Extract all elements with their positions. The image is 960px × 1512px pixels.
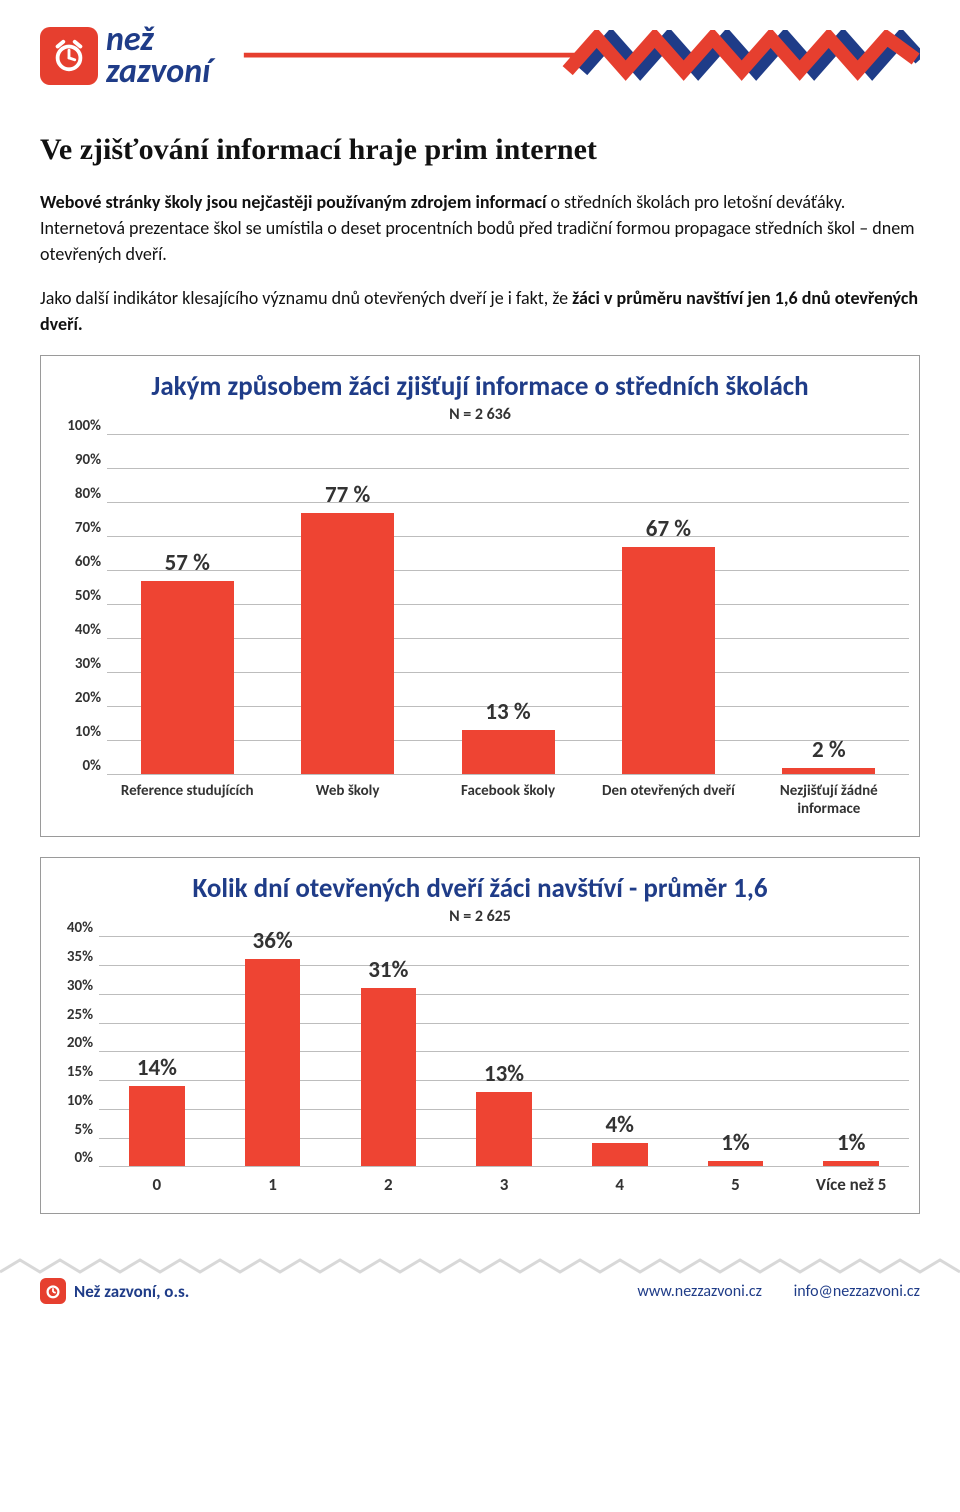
bar-value-label: 77 % — [325, 481, 370, 509]
bar — [592, 1143, 648, 1166]
bar — [361, 988, 417, 1166]
bar-slot: 77 % — [267, 434, 427, 774]
x-axis-label: Facebook školy — [428, 782, 588, 818]
bar-value-label: 4% — [606, 1111, 634, 1139]
footer-brand: Než zazvoní, o.s. — [74, 1281, 189, 1302]
y-axis: 100%90%80%70%60%50%40%30%20%10%0% — [51, 434, 107, 774]
bar — [301, 513, 394, 775]
chart-title: Kolik dní otevřených dveří žáci navštíví… — [51, 872, 909, 905]
plot-area: 57 % 77 % 13 % 67 % 2 % — [107, 434, 909, 774]
bar-slot: 13% — [446, 936, 562, 1166]
bar-value-label: 1% — [837, 1129, 865, 1157]
x-axis-label: Více než 5 — [793, 1174, 909, 1195]
bar-value-label: 31% — [368, 956, 408, 984]
footer-email-link[interactable]: info@nezzazvoni.cz — [794, 1282, 920, 1301]
x-axis-label: Reference studujících — [107, 782, 267, 818]
header: než zazvoní — [40, 24, 920, 93]
bar-value-label: 14% — [137, 1054, 177, 1082]
footer-alarm-clock-icon — [40, 1278, 66, 1304]
bar — [245, 959, 301, 1166]
plot-area: 14% 36% 31% 13% 4% 1% 1% — [99, 936, 909, 1166]
bar-value-label: 1% — [721, 1129, 749, 1157]
footer-zigzag-icon — [0, 1256, 960, 1278]
footer-url-link[interactable]: www.nezzazvoni.cz — [637, 1282, 762, 1301]
chart-1: Jakým způsobem žáci zjišťují informace o… — [40, 355, 920, 837]
bar-slot: 1% — [793, 936, 909, 1166]
bar — [782, 768, 875, 775]
grid-line — [107, 774, 909, 775]
bar-slot: 36% — [215, 936, 331, 1166]
chart-subtitle: N = 2 636 — [51, 405, 909, 424]
bar-value-label: 2 % — [812, 736, 846, 764]
chart-subtitle: N = 2 625 — [51, 907, 909, 926]
bar-slot: 1% — [678, 936, 794, 1166]
bar — [462, 730, 555, 774]
brand-text-bottom: zazvoní — [106, 56, 211, 88]
bar — [141, 581, 234, 775]
bar-slot: 2 % — [749, 434, 909, 774]
bar — [476, 1092, 532, 1167]
bar-value-label: 36% — [253, 927, 293, 955]
grid-line — [99, 1166, 909, 1167]
bar-value-label: 67 % — [646, 515, 691, 543]
x-axis-label: Den otevřených dveří — [588, 782, 748, 818]
bar-slot: 57 % — [107, 434, 267, 774]
x-axis-label: 0 — [99, 1174, 215, 1195]
bar-value-label: 57 % — [165, 549, 210, 577]
bar-value-label: 13% — [484, 1060, 524, 1088]
bar — [823, 1161, 879, 1167]
bar-value-label: 13 % — [485, 698, 530, 726]
bar-slot: 67 % — [588, 434, 748, 774]
page-title: Ve zjišťování informací hraje prim inter… — [40, 133, 920, 167]
y-axis: 40%35%30%25%20%15%10%5%0% — [51, 936, 99, 1166]
bar — [708, 1161, 764, 1167]
chart-2: Kolik dní otevřených dveří žáci navštíví… — [40, 857, 920, 1214]
paragraph-1: Webové stránky školy jsou nejčastěji pou… — [40, 189, 920, 267]
header-zigzag-icon — [229, 30, 921, 93]
paragraph-2: Jako další indikátor klesajícího významu… — [40, 285, 920, 337]
bar-slot: 14% — [99, 936, 215, 1166]
x-axis-label: 5 — [678, 1174, 794, 1195]
bar — [129, 1086, 185, 1167]
bar-slot: 31% — [330, 936, 446, 1166]
x-axis-label: 3 — [446, 1174, 562, 1195]
alarm-clock-icon — [40, 27, 98, 85]
x-axis-label: 4 — [562, 1174, 678, 1195]
bar — [622, 547, 715, 775]
x-axis-label: Nezjišťují žádné informace — [749, 782, 909, 818]
footer: Než zazvoní, o.s. www.nezzazvoni.cz info… — [0, 1278, 960, 1324]
x-axis-label: 1 — [215, 1174, 331, 1195]
bar-slot: 4% — [562, 936, 678, 1166]
para2-pre: Jako další indikátor klesajícího významu… — [40, 287, 572, 309]
chart-title: Jakým způsobem žáci zjišťují informace o… — [51, 370, 909, 403]
x-axis-label: 2 — [330, 1174, 446, 1195]
brand-logo: než zazvoní — [40, 24, 211, 89]
para1-bold: Webové stránky školy jsou nejčastěji pou… — [40, 191, 546, 213]
x-axis-label: Web školy — [267, 782, 427, 818]
bar-slot: 13 % — [428, 434, 588, 774]
